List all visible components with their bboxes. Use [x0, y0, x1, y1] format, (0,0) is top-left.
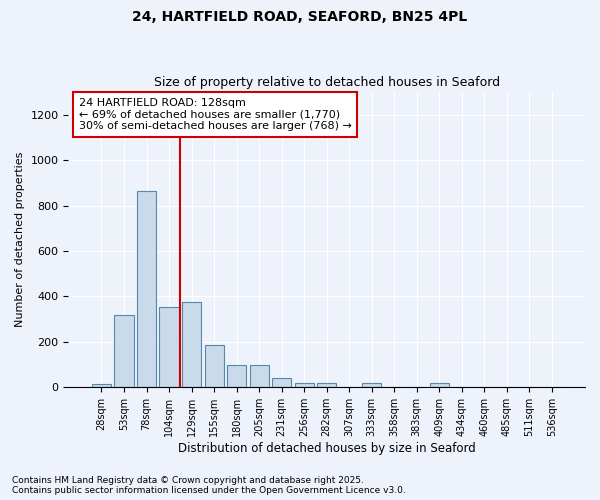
Bar: [160, 306, 179, 388]
Bar: [227, 364, 246, 388]
Bar: [317, 384, 336, 388]
Bar: [430, 384, 449, 388]
Bar: [272, 378, 291, 388]
Bar: [92, 384, 111, 388]
Text: 24, HARTFIELD ROAD, SEAFORD, BN25 4PL: 24, HARTFIELD ROAD, SEAFORD, BN25 4PL: [133, 10, 467, 24]
Text: Contains HM Land Registry data © Crown copyright and database right 2025.
Contai: Contains HM Land Registry data © Crown c…: [12, 476, 406, 495]
Bar: [115, 315, 134, 388]
X-axis label: Distribution of detached houses by size in Seaford: Distribution of detached houses by size …: [178, 442, 476, 455]
Bar: [182, 302, 201, 388]
Bar: [250, 364, 269, 388]
Text: 24 HARTFIELD ROAD: 128sqm
← 69% of detached houses are smaller (1,770)
30% of se: 24 HARTFIELD ROAD: 128sqm ← 69% of detac…: [79, 98, 352, 131]
Bar: [137, 191, 156, 388]
Y-axis label: Number of detached properties: Number of detached properties: [15, 152, 25, 328]
Title: Size of property relative to detached houses in Seaford: Size of property relative to detached ho…: [154, 76, 500, 90]
Bar: [205, 346, 224, 388]
Bar: [362, 384, 382, 388]
Bar: [295, 384, 314, 388]
